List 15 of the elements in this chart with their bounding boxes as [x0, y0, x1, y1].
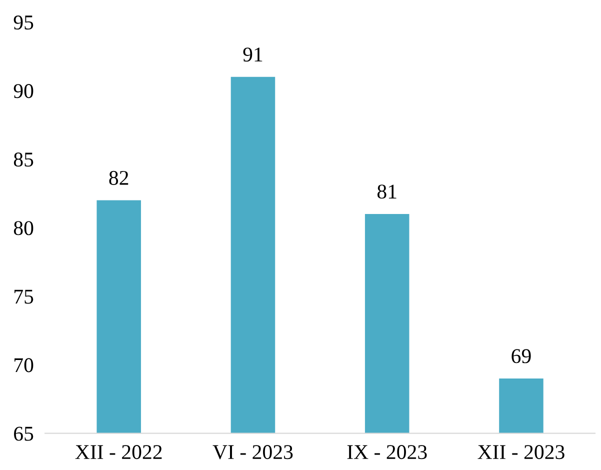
x-tick-label: XII - 2023	[478, 445, 564, 460]
data-label: 69	[512, 349, 531, 364]
y-tick-label: 85	[14, 152, 34, 167]
x-tick-label: VI - 2023	[212, 445, 293, 460]
x-tick-label: XII - 2022	[75, 445, 162, 460]
data-label: 81	[377, 184, 396, 199]
y-tick-label: 95	[14, 16, 34, 30]
y-tick-label: 70	[14, 358, 34, 372]
y-tick-label: 65	[14, 426, 34, 441]
data-label: 82	[109, 170, 128, 185]
y-tick-label: 75	[14, 290, 34, 304]
data-label: 91	[243, 48, 262, 62]
x-tick-label: IX - 2023	[347, 445, 427, 460]
y-tick-label: 80	[14, 221, 34, 236]
y-tick-label: 90	[14, 84, 34, 98]
